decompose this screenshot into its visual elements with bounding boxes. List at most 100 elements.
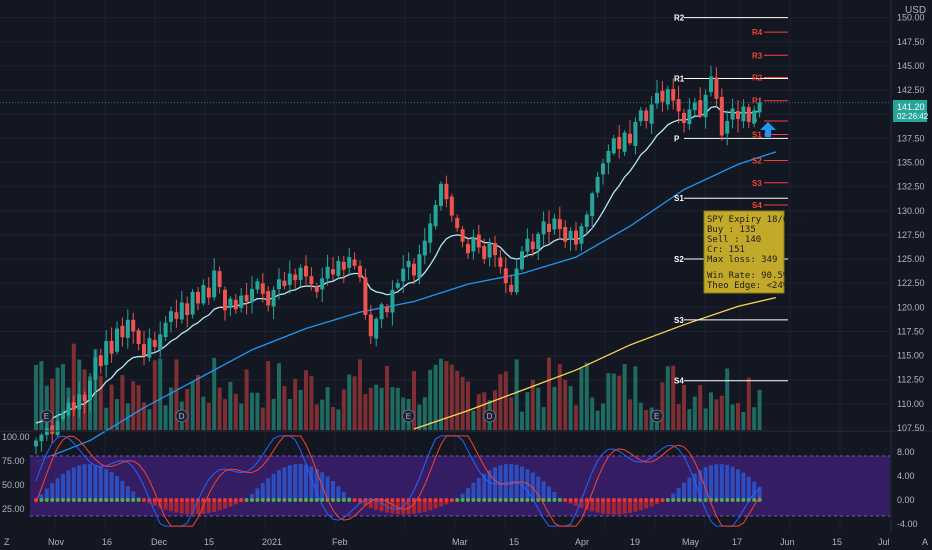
- volume-bar: [514, 359, 519, 430]
- candle-body: [746, 107, 751, 122]
- hist-bar: [692, 473, 697, 500]
- candle-body: [50, 425, 55, 434]
- squeeze-dot: [633, 498, 638, 502]
- volume-bar: [228, 381, 233, 430]
- volume-bar: [476, 394, 481, 430]
- candle-body: [671, 89, 676, 101]
- squeeze-dot: [136, 498, 141, 502]
- volume-bar: [136, 385, 141, 430]
- volume-bar: [714, 399, 719, 430]
- candle-body: [77, 394, 82, 410]
- volume-bar: [44, 385, 49, 430]
- candle-body: [487, 242, 492, 258]
- candle-body: [719, 96, 724, 136]
- volume-bar: [547, 357, 551, 430]
- hist-bar: [93, 464, 98, 500]
- volume-bar: [341, 389, 346, 430]
- note-line-4: Max loss: 349: [707, 255, 777, 265]
- pivot-label: R1: [674, 74, 685, 83]
- candle-body: [590, 193, 595, 217]
- candle-body: [741, 106, 746, 122]
- hist-bar: [336, 486, 341, 500]
- pivot-label: R2: [674, 14, 685, 23]
- volume-bar: [687, 409, 692, 430]
- squeeze-dot: [725, 498, 730, 502]
- pivot-label: S1: [752, 130, 762, 139]
- squeeze-dot: [433, 498, 438, 502]
- candle-body: [493, 243, 497, 256]
- volume-bar: [736, 402, 740, 430]
- price-tick: 130.00: [897, 206, 925, 216]
- price-tick: 122.50: [897, 278, 925, 288]
- time-tick: Apr: [575, 537, 589, 547]
- candle-body: [574, 230, 578, 245]
- candle-body: [179, 302, 184, 320]
- pivot-label: P: [674, 134, 680, 143]
- hist-bar: [104, 468, 109, 500]
- hist-bar: [444, 500, 449, 505]
- price-candles[interactable]: [34, 65, 762, 454]
- hist-bar: [271, 473, 276, 500]
- candle-body: [320, 278, 325, 290]
- volume-bar: [358, 359, 362, 430]
- osc-left-tick: 25.00: [2, 504, 25, 514]
- candle-body: [277, 279, 281, 290]
- hist-bar: [574, 500, 578, 506]
- squeeze-dot: [617, 498, 622, 502]
- hist-bar: [131, 491, 136, 500]
- osc-left-tick: 50.00: [2, 480, 25, 490]
- trade-note-box: [703, 210, 785, 294]
- volume-bar: [671, 365, 676, 430]
- stoch-d-line: [35, 435, 761, 527]
- price-tick: 150.00: [897, 13, 925, 23]
- note-line-2: Sell : 140: [707, 235, 761, 245]
- volume-bar: [557, 364, 562, 430]
- candle-body: [471, 236, 476, 252]
- squeeze-dot: [39, 498, 44, 502]
- time-tick: 15: [204, 537, 214, 547]
- volume-bar: [509, 397, 514, 430]
- candle-body: [482, 246, 487, 260]
- time-tick: Feb: [332, 537, 348, 547]
- candle-body: [703, 94, 708, 118]
- squeeze-dot: [44, 498, 49, 502]
- candle-body: [93, 357, 98, 380]
- candle-body: [61, 413, 65, 420]
- volume-bar: [628, 399, 632, 430]
- candle-body: [363, 277, 368, 316]
- event-circle: [483, 409, 497, 423]
- volume-bar: [55, 367, 60, 430]
- price-badge-countdown: 02:26:42: [897, 112, 929, 121]
- volume-bar: [692, 396, 697, 430]
- price-tick: 112.50: [897, 375, 924, 385]
- hist-bar: [741, 472, 746, 500]
- squeeze-dot: [676, 498, 681, 502]
- volume-bar: [277, 363, 281, 430]
- volume-bar: [455, 370, 460, 430]
- squeeze-dot: [50, 498, 55, 502]
- volume-bar: [158, 358, 163, 430]
- price-tick: 145.00: [897, 61, 925, 71]
- squeeze-dot: [493, 498, 497, 502]
- candle-body: [347, 257, 352, 268]
- volume-bar: [109, 384, 114, 430]
- squeeze-dot: [730, 498, 735, 502]
- squeeze-dot: [417, 498, 422, 502]
- candle-body: [185, 303, 190, 316]
- volume-bar: [71, 343, 76, 430]
- candle-body: [250, 288, 254, 303]
- left-corner-label[interactable]: Z: [4, 537, 10, 547]
- hist-bar: [217, 500, 222, 511]
- volume-bar: [331, 407, 335, 430]
- hist-bar: [417, 500, 422, 513]
- volume-bar: [563, 379, 568, 430]
- volume-bar: [703, 408, 708, 430]
- price-tick: 107.50: [897, 423, 925, 433]
- hist-bar: [730, 466, 735, 500]
- candle-body: [325, 266, 330, 279]
- hist-bar: [412, 500, 416, 514]
- right-corner-label[interactable]: A: [922, 537, 928, 547]
- candle-body: [682, 112, 686, 123]
- hist-bar: [82, 464, 87, 500]
